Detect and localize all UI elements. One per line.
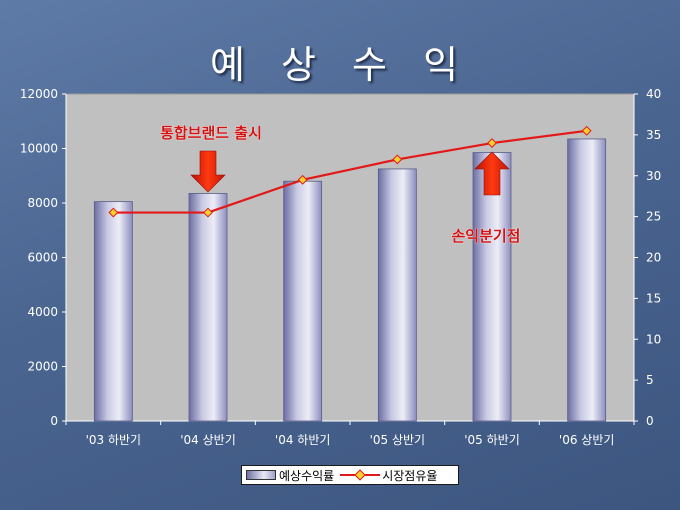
left-tick-label: 2000	[27, 360, 58, 374]
line-marker	[487, 138, 497, 148]
right-tick-label: 5	[646, 373, 654, 387]
legend-line-swatch	[340, 470, 381, 480]
x-tick-label: '04 상반기	[180, 433, 236, 447]
right-tick-label: 20	[646, 251, 661, 265]
bar-series	[93, 138, 607, 422]
line-series	[108, 125, 592, 218]
right-tick-label: 10	[646, 332, 661, 346]
x-tick-label: '05 하반기	[464, 433, 520, 447]
line-marker	[392, 154, 403, 165]
line-marker	[203, 207, 213, 218]
annotation-label: 손익분기점	[451, 227, 520, 245]
left-tick-label: 0	[50, 414, 58, 428]
x-tick-label: '04 하반기	[275, 433, 331, 447]
x-axis: '03 하반기 '04 상반기 '04 하반기 '05 상반기 '05 하반기 '06 상…	[65, 420, 635, 447]
line-marker	[108, 207, 119, 218]
left-axis: 0 2000 4000 6000 8000 10000 12000	[20, 87, 67, 428]
right-tick-label: 15	[646, 291, 661, 305]
left-tick-label: 6000	[27, 251, 58, 265]
plot-area	[65, 93, 635, 422]
line-marker	[297, 174, 308, 185]
legend-label-bar: 예상수익률	[279, 468, 335, 483]
right-axis: 0 5 10 15 20 25 30 35 40	[633, 87, 661, 428]
legend-bar-swatch	[246, 470, 276, 480]
bar	[377, 168, 417, 422]
x-tick-label: '06 상반기	[559, 433, 615, 447]
bar	[283, 180, 323, 422]
bar	[93, 201, 133, 422]
legend-label-line: 시장점유율	[382, 468, 438, 483]
x-tick-label: '05 상반기	[370, 433, 426, 447]
right-tick-label: 35	[646, 128, 661, 142]
annotation-label: 통합브랜드 출시	[160, 124, 262, 142]
legend: 예상수익률 시장점유율	[241, 465, 459, 485]
bar	[188, 193, 228, 422]
left-tick-label: 12000	[20, 87, 58, 101]
left-tick-label: 8000	[27, 196, 58, 210]
right-tick-label: 0	[646, 414, 654, 428]
x-tick-label: '03 하반기	[86, 433, 142, 447]
slide-title: 예 상 수 익	[209, 43, 471, 87]
share-line	[113, 129, 587, 214]
bar	[472, 152, 512, 422]
line-marker	[581, 125, 592, 136]
arrow-up-icon	[474, 151, 510, 196]
right-tick-label: 25	[646, 210, 661, 224]
right-tick-label: 30	[646, 169, 661, 183]
arrow-down-icon	[190, 150, 226, 193]
bar	[567, 138, 607, 422]
left-tick-label: 10000	[20, 142, 58, 156]
right-tick-label: 40	[646, 87, 661, 101]
left-tick-label: 4000	[27, 305, 58, 319]
